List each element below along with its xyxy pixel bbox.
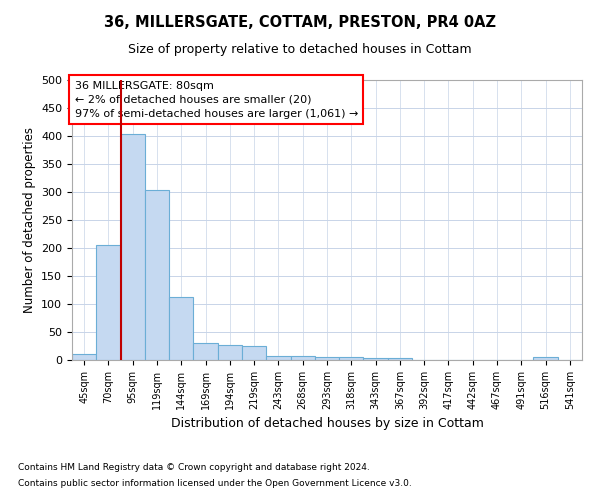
Bar — [315, 357, 339, 360]
Text: Contains HM Land Registry data © Crown copyright and database right 2024.: Contains HM Land Registry data © Crown c… — [18, 464, 370, 472]
Bar — [533, 357, 558, 360]
Bar — [242, 346, 266, 360]
Bar — [290, 356, 315, 360]
Bar — [266, 356, 290, 360]
Bar — [193, 343, 218, 360]
Bar — [388, 358, 412, 360]
X-axis label: Distribution of detached houses by size in Cottam: Distribution of detached houses by size … — [170, 418, 484, 430]
Text: Contains public sector information licensed under the Open Government Licence v3: Contains public sector information licen… — [18, 478, 412, 488]
Bar — [72, 354, 96, 360]
Y-axis label: Number of detached properties: Number of detached properties — [23, 127, 35, 313]
Bar — [145, 190, 169, 360]
Bar — [364, 358, 388, 360]
Bar — [121, 134, 145, 360]
Bar — [339, 357, 364, 360]
Text: Size of property relative to detached houses in Cottam: Size of property relative to detached ho… — [128, 42, 472, 56]
Bar — [96, 245, 121, 360]
Bar — [169, 298, 193, 360]
Text: 36, MILLERSGATE, COTTAM, PRESTON, PR4 0AZ: 36, MILLERSGATE, COTTAM, PRESTON, PR4 0A… — [104, 15, 496, 30]
Bar — [218, 345, 242, 360]
Text: 36 MILLERSGATE: 80sqm
← 2% of detached houses are smaller (20)
97% of semi-detac: 36 MILLERSGATE: 80sqm ← 2% of detached h… — [74, 80, 358, 118]
